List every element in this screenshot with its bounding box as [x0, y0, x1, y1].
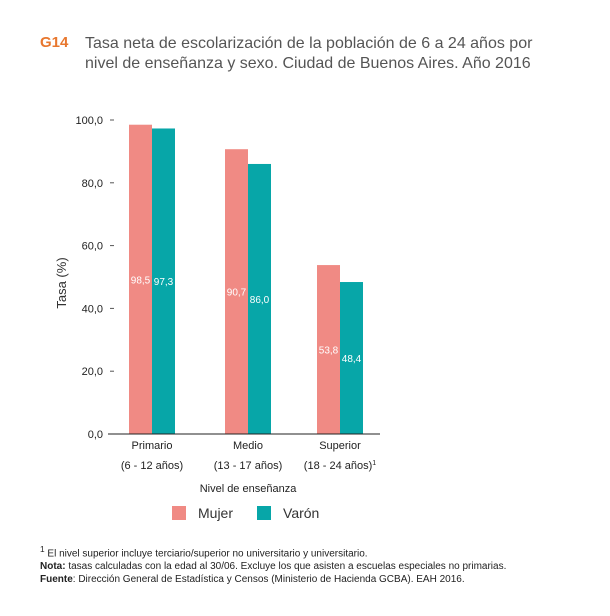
y-tick-label: 0,0	[88, 429, 103, 441]
x-axis-title: Nivel de enseñanza	[200, 483, 298, 495]
legend-swatch-mujer	[172, 506, 186, 520]
footnote-superscript: 1	[372, 460, 376, 467]
x-category-label: Medio	[233, 440, 263, 452]
x-axis: Primario (6 - 12 años) Medio (13 - 17 años)…	[108, 433, 380, 472]
legend-item-mujer: Mujer	[172, 505, 233, 521]
figure-title: Tasa neta de escolarización de la poblac…	[85, 34, 532, 74]
x-category-label: Superior	[319, 440, 361, 452]
y-tick-label: 40,0	[82, 303, 103, 315]
footnote-superior: 1 El nivel superior incluye terciario/su…	[40, 543, 506, 560]
bars: 98,5 97,3 90,786,0 53,848,4	[129, 124, 363, 435]
source-text: : Dirección General de Estadística y Cen…	[72, 574, 465, 586]
bar-value-label: 97,3	[154, 277, 174, 288]
note-label: Nota:	[40, 561, 66, 573]
footnote-mark: 1	[40, 544, 45, 554]
y-tick-label: 80,0	[82, 178, 103, 190]
figure-title-line-2: nivel de enseñanza y sexo. Ciudad de Bue…	[85, 55, 531, 72]
footnotes: 1 El nivel superior incluye terciario/su…	[40, 543, 506, 586]
legend-swatch-varon	[257, 506, 272, 520]
bar-value-label: 98,5	[131, 275, 151, 286]
y-axis: 0,0 20,0 40,0 60,0 80,0 100,0	[75, 115, 114, 441]
bar-value-label: 90,7	[227, 288, 247, 299]
note-line: Nota: tasas calculadas con la edad al 30…	[40, 560, 506, 573]
bar-value-label: 86,0	[250, 295, 270, 306]
x-category-label: Primario	[132, 440, 173, 452]
bar-chart: 0,0 20,0 40,0 60,0 80,0 100,0 Tasa (%) 98,5 97…	[54, 115, 380, 495]
bar-mujer-primario	[129, 124, 152, 435]
source-label: Fuente	[40, 574, 73, 586]
y-tick-label: 100,0	[75, 115, 103, 127]
note-text: tasas calculadas con la edad al 30/06. E…	[65, 561, 507, 573]
x-category-sublabel: (18 - 24 años)1	[304, 460, 376, 472]
bar-varon-superior	[340, 282, 363, 434]
y-axis-title: Tasa (%)	[54, 257, 69, 308]
bar-varon-medio	[248, 163, 271, 434]
x-category-sublabel: (13 - 17 años)	[214, 460, 282, 472]
bar-mujer-superior	[317, 265, 340, 434]
x-category-sublabel: (6 - 12 años)	[121, 460, 183, 472]
legend: Mujer Varón	[172, 505, 343, 521]
bar-varon-primario	[152, 128, 175, 434]
bar-value-label: 48,4	[342, 354, 362, 365]
legend-label-mujer: Mujer	[198, 505, 234, 521]
legend-label-varon: Varón	[283, 505, 320, 521]
bar-value-label: 53,8	[319, 346, 339, 357]
y-tick-label: 20,0	[82, 366, 103, 378]
bar-mujer-medio	[225, 149, 248, 434]
y-tick-label: 60,0	[82, 241, 103, 253]
figure-title-line-1: Tasa neta de escolarización de la poblac…	[85, 35, 533, 52]
source-line: Fuente: Dirección General de Estadística…	[40, 573, 506, 586]
figure-number: G14	[40, 34, 69, 51]
legend-item-varon: Varón	[257, 505, 319, 521]
footnote-text: El nivel superior incluye terciario/supe…	[44, 548, 368, 560]
